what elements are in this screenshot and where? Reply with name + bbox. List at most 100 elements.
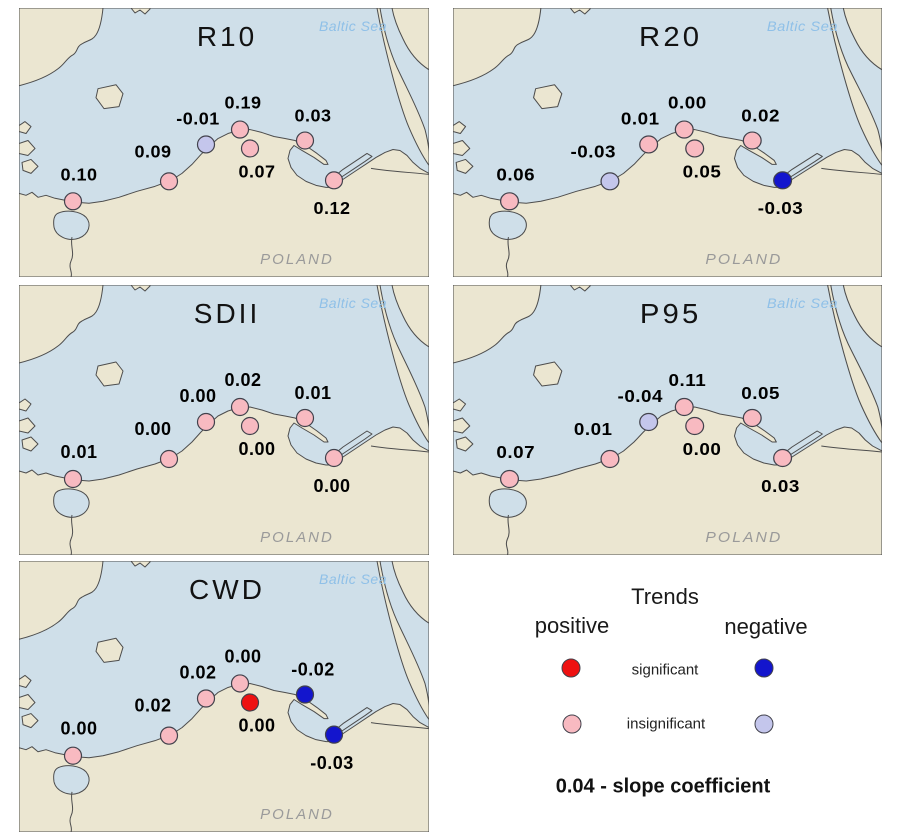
panel-title: CWD	[189, 574, 265, 605]
station-dot-2-negative-insignificant	[600, 172, 620, 191]
station-dot-6-positive-insignificant	[295, 408, 315, 428]
station-dot-4-positive-insignificant	[674, 120, 694, 139]
station-dot-5-positive-insignificant	[685, 416, 705, 436]
baltic-sea-label: Baltic Sea	[767, 296, 838, 312]
station-value-1: 0.06	[496, 164, 535, 184]
station-value-2: -0.03	[570, 141, 616, 161]
baltic-sea-label: Baltic Sea	[319, 571, 387, 587]
station-value-2: 0.02	[134, 696, 171, 716]
station-dot-3-negative-insignificant	[196, 135, 216, 154]
panel-title: R10	[197, 21, 257, 52]
station-dot-5-positive-insignificant	[240, 139, 260, 158]
legend-dot-positive-significant	[561, 658, 581, 678]
legend-row-significant: significant	[631, 661, 699, 679]
station-dot-6-positive-insignificant	[295, 131, 315, 150]
station-dot-2-positive-insignificant	[159, 449, 179, 469]
station-value-7: 0.03	[761, 475, 800, 496]
station-dot-6-positive-insignificant	[742, 408, 762, 428]
station-value-6: 0.05	[741, 382, 780, 403]
station-value-5: 0.00	[238, 439, 275, 459]
station-value-4: 0.19	[224, 93, 261, 113]
station-dot-3-positive-insignificant	[196, 689, 216, 708]
station-dot-7-positive-insignificant	[324, 171, 344, 190]
station-dot-1-positive-insignificant	[63, 192, 83, 211]
panel-title: R20	[639, 21, 702, 52]
station-value-3: -0.04	[618, 385, 664, 406]
station-value-2: 0.00	[134, 419, 171, 439]
station-value-1: 0.00	[60, 719, 97, 739]
panel-r10: R10 Baltic Sea POLAND 0.10 0.09 -0.01 0.19 0.07…	[19, 8, 429, 277]
station-dot-4-positive-insignificant	[674, 397, 694, 417]
station-value-7: -0.03	[310, 753, 353, 773]
station-dot-2-positive-insignificant	[159, 172, 179, 191]
station-value-5: 0.05	[683, 161, 722, 181]
poland-label: POLAND	[705, 529, 782, 546]
station-value-7: 0.00	[313, 476, 350, 496]
station-dot-6-negative-significant	[295, 685, 315, 704]
panel-title: SDII	[194, 298, 260, 329]
station-dot-1-positive-insignificant	[499, 469, 520, 489]
station-dot-1-positive-insignificant	[499, 192, 520, 211]
station-dot-2-positive-insignificant	[600, 449, 620, 469]
station-value-4: 0.00	[224, 646, 261, 666]
station-dot-3-positive-insignificant	[639, 135, 659, 154]
poland-label: POLAND	[260, 806, 334, 823]
legend-column-positive: positive	[534, 613, 610, 638]
station-value-3: 0.02	[179, 662, 216, 682]
station-dot-3-negative-insignificant	[639, 412, 659, 432]
panel-title: P95	[640, 299, 702, 330]
station-dot-7-negative-significant	[324, 725, 344, 744]
station-dot-7-positive-insignificant	[773, 448, 793, 468]
station-value-6: 0.02	[741, 105, 780, 125]
station-value-3: 0.00	[179, 386, 216, 406]
panel-cwd: CWD Baltic Sea POLAND 0.00 0.02 0.02 0.00 0.00 -…	[19, 561, 429, 832]
panel-p95: P95 Baltic Sea POLAND 0.07 0.01 -0.04 0.11 0.00…	[453, 285, 882, 555]
station-dot-6-positive-insignificant	[742, 131, 762, 150]
legend-title: Trends	[631, 584, 699, 609]
station-dot-3-positive-insignificant	[196, 412, 216, 432]
station-dot-4-positive-insignificant	[230, 120, 250, 139]
legend-dot-negative-insignificant	[754, 714, 774, 734]
station-dot-1-positive-insignificant	[63, 746, 83, 765]
legend-column-negative: negative	[724, 614, 808, 639]
station-value-5: 0.07	[238, 161, 275, 181]
baltic-sea-label: Baltic Sea	[767, 19, 838, 35]
station-dot-2-positive-insignificant	[159, 726, 179, 745]
station-value-3: 0.01	[621, 108, 660, 128]
poland-label: POLAND	[705, 251, 782, 268]
station-dot-7-negative-significant	[773, 171, 793, 190]
baltic-sea-label: Baltic Sea	[319, 18, 387, 34]
station-dot-4-positive-insignificant	[230, 397, 250, 417]
station-value-7: -0.03	[758, 198, 804, 218]
station-dot-1-positive-insignificant	[63, 469, 83, 489]
station-value-2: 0.01	[574, 418, 613, 439]
station-dot-5-positive-insignificant	[685, 139, 705, 158]
station-value-2: 0.09	[134, 141, 171, 161]
station-dot-7-positive-insignificant	[324, 448, 344, 468]
station-value-6: -0.02	[291, 659, 334, 679]
station-value-1: 0.07	[496, 441, 535, 462]
station-value-4: 0.02	[224, 370, 261, 390]
panel-sdii: SDII Baltic Sea POLAND 0.01 0.00 0.00 0.02 0.00…	[19, 285, 429, 555]
station-value-4: 0.00	[668, 92, 707, 112]
station-dot-4-positive-insignificant	[230, 674, 250, 693]
legend-dot-negative-significant	[754, 658, 774, 678]
baltic-sea-label: Baltic Sea	[319, 295, 387, 311]
station-value-1: 0.10	[60, 164, 97, 184]
station-dot-5-positive-significant	[240, 693, 260, 712]
station-value-4: 0.11	[669, 369, 707, 390]
station-value-1: 0.01	[60, 442, 97, 462]
panel-r20: R20 Baltic Sea POLAND 0.06 -0.03 0.01 0.00 0.05…	[453, 8, 882, 277]
slope-coefficient-note: 0.04 - slope coefficient	[555, 775, 771, 798]
station-value-5: 0.00	[683, 438, 722, 459]
legend-dot-positive-insignificant	[562, 714, 582, 734]
legend-row-insignificant: insignificant	[626, 715, 706, 733]
station-dot-5-positive-insignificant	[240, 416, 260, 436]
station-value-3: -0.01	[176, 109, 220, 129]
station-value-6: 0.03	[294, 106, 331, 126]
poland-label: POLAND	[260, 529, 334, 546]
poland-label: POLAND	[260, 251, 334, 268]
legend-panel: Trends positive negative significant ins…	[453, 561, 882, 832]
station-value-7: 0.12	[313, 198, 350, 218]
